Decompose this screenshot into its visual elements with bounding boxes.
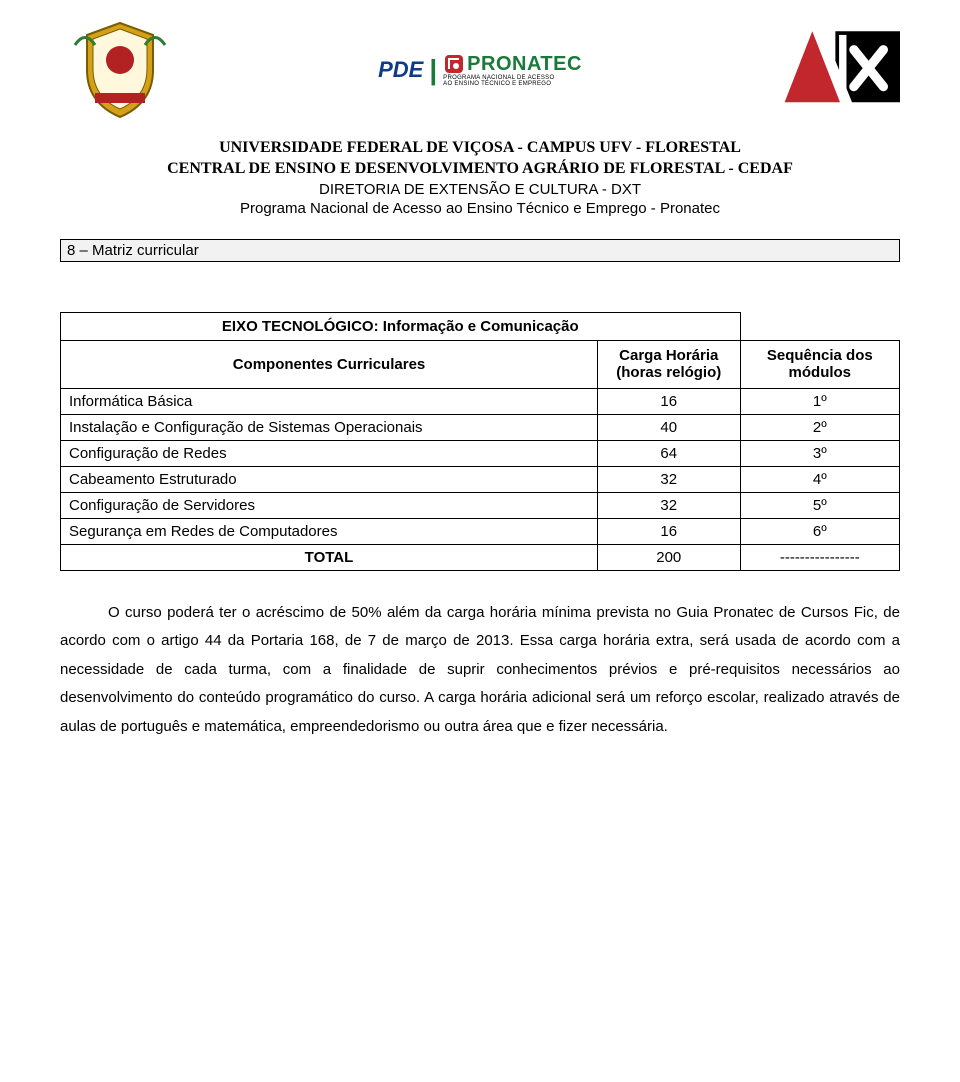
cell-comp: Cabeamento Estruturado	[61, 466, 598, 492]
cell-comp: Instalação e Configuração de Sistemas Op…	[61, 414, 598, 440]
header-line-3: DIRETORIA DE EXTENSÃO E CULTURA - DXT	[60, 180, 900, 200]
cell-seq: 4º	[740, 466, 899, 492]
table-row: Configuração de Servidores 32 5º	[61, 492, 900, 518]
body-paragraph: O curso poderá ter o acréscimo de 50% al…	[60, 599, 900, 742]
cell-seq: 2º	[740, 414, 899, 440]
cell-comp: Configuração de Servidores	[61, 492, 598, 518]
table-row: Configuração de Redes 64 3º	[61, 440, 900, 466]
pronatec-label: PRONATEC	[467, 54, 582, 74]
page: PDE | PRONATEC PROGRAMA NACIONAL DE ACES…	[0, 0, 960, 761]
curriculum-table: EIXO TECNOLÓGICO: Informação e Comunicaç…	[60, 312, 900, 571]
cell-comp: Segurança em Redes de Computadores	[61, 518, 598, 544]
cell-seq: 6º	[740, 518, 899, 544]
header-line-1: UNIVERSIDADE FEDERAL DE VIÇOSA - CAMPUS …	[60, 138, 900, 159]
cell-comp: Informática Básica	[61, 388, 598, 414]
divider-icon: |	[429, 54, 437, 86]
logo-row: PDE | PRONATEC PROGRAMA NACIONAL DE ACES…	[60, 10, 900, 130]
cell-carga: 64	[597, 440, 740, 466]
table-row: Informática Básica 16 1º	[61, 388, 900, 414]
cell-carga: 32	[597, 466, 740, 492]
total-seq: ----------------	[740, 544, 899, 570]
cell-carga: 16	[597, 518, 740, 544]
pde-label: PDE	[378, 57, 423, 83]
pronatec-sub2: AO ENSINO TÉCNICO E EMPREGO	[443, 81, 582, 87]
col-header-componentes: Componentes Curriculares	[61, 340, 598, 388]
section-title: 8 – Matriz curricular	[60, 239, 900, 262]
spacer-cell	[740, 312, 899, 340]
total-row: TOTAL 200 ----------------	[61, 544, 900, 570]
cell-seq: 1º	[740, 388, 899, 414]
dxt-logo	[780, 15, 900, 125]
pronatec-icon	[443, 53, 465, 75]
table-row: Cabeamento Estruturado 32 4º	[61, 466, 900, 492]
cell-seq: 5º	[740, 492, 899, 518]
total-carga: 200	[597, 544, 740, 570]
total-label: TOTAL	[61, 544, 598, 570]
cell-carga: 32	[597, 492, 740, 518]
header-block: UNIVERSIDADE FEDERAL DE VIÇOSA - CAMPUS …	[60, 138, 900, 219]
cell-carga: 40	[597, 414, 740, 440]
cell-seq: 3º	[740, 440, 899, 466]
cell-carga: 16	[597, 388, 740, 414]
header-line-4: Programa Nacional de Acesso ao Ensino Té…	[60, 199, 900, 219]
table-row: Segurança em Redes de Computadores 16 6º	[61, 518, 900, 544]
col-header-seq: Sequência dos módulos	[740, 340, 899, 388]
pronatec-logo: PDE | PRONATEC PROGRAMA NACIONAL DE ACES…	[378, 53, 582, 87]
eixo-header: EIXO TECNOLÓGICO: Informação e Comunicaç…	[61, 312, 741, 340]
cell-comp: Configuração de Redes	[61, 440, 598, 466]
col-header-carga: Carga Horária (horas relógio)	[597, 340, 740, 388]
crest-logo	[60, 15, 180, 125]
header-line-2: CENTRAL DE ENSINO E DESENVOLVIMENTO AGRÁ…	[60, 159, 900, 180]
table-row: Instalação e Configuração de Sistemas Op…	[61, 414, 900, 440]
